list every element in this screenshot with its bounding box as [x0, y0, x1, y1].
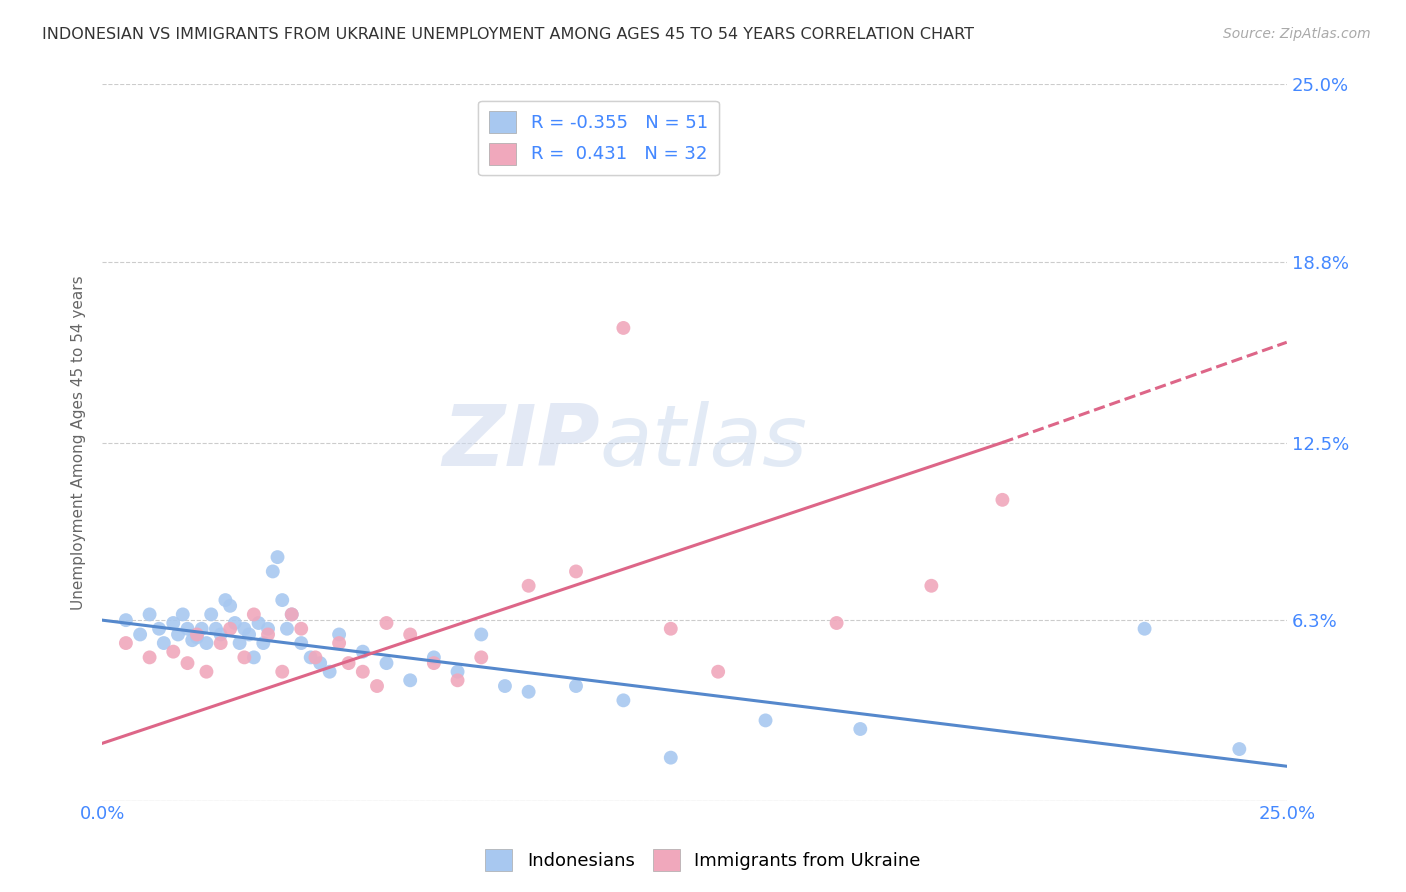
Point — [228, 636, 250, 650]
Point — [247, 615, 270, 630]
Point — [129, 627, 152, 641]
Point — [257, 627, 280, 641]
Point — [304, 650, 326, 665]
Legend: R = -0.355   N = 51, R =  0.431   N = 32: R = -0.355 N = 51, R = 0.431 N = 32 — [478, 101, 718, 176]
Point — [200, 607, 222, 622]
Text: INDONESIAN VS IMMIGRANTS FROM UKRAINE UNEMPLOYMENT AMONG AGES 45 TO 54 YEARS COR: INDONESIAN VS IMMIGRANTS FROM UKRAINE UN… — [42, 27, 974, 42]
Point — [352, 665, 374, 679]
Point — [243, 607, 266, 622]
Point — [195, 636, 218, 650]
Point — [176, 656, 198, 670]
Point — [366, 679, 388, 693]
Point — [290, 636, 312, 650]
Point — [399, 627, 422, 641]
Point — [517, 579, 540, 593]
Point — [446, 665, 468, 679]
Point — [190, 622, 212, 636]
Point — [209, 627, 232, 641]
Point — [181, 633, 204, 648]
Point — [299, 650, 322, 665]
Point — [153, 636, 176, 650]
Point — [138, 650, 160, 665]
Point — [176, 622, 198, 636]
Point — [1227, 742, 1250, 756]
Point — [138, 607, 160, 622]
Point — [754, 714, 776, 728]
Point — [375, 656, 398, 670]
Point — [262, 565, 284, 579]
Point — [233, 622, 256, 636]
Point — [375, 615, 398, 630]
Point — [612, 321, 634, 335]
Point — [252, 636, 274, 650]
Point — [238, 627, 260, 641]
Point — [195, 665, 218, 679]
Point — [309, 656, 332, 670]
Point — [271, 593, 294, 607]
Point — [565, 679, 588, 693]
Point — [205, 622, 228, 636]
Point — [276, 622, 298, 636]
Point — [423, 650, 446, 665]
Point — [115, 636, 138, 650]
Point — [186, 630, 208, 644]
Point — [233, 650, 256, 665]
Point — [352, 645, 374, 659]
Text: Source: ZipAtlas.com: Source: ZipAtlas.com — [1223, 27, 1371, 41]
Point — [612, 693, 634, 707]
Point — [280, 607, 302, 622]
Point — [167, 627, 190, 641]
Point — [825, 615, 848, 630]
Point — [219, 622, 242, 636]
Point — [186, 627, 208, 641]
Point — [243, 650, 266, 665]
Point — [991, 492, 1014, 507]
Point — [920, 579, 942, 593]
Point — [290, 622, 312, 636]
Point — [318, 665, 340, 679]
Point — [659, 750, 682, 764]
Point — [517, 685, 540, 699]
Point — [224, 615, 246, 630]
Point — [266, 550, 288, 565]
Point — [565, 565, 588, 579]
Point — [115, 613, 138, 627]
Point — [328, 627, 350, 641]
Point — [470, 627, 492, 641]
Point — [214, 593, 236, 607]
Point — [280, 607, 302, 622]
Point — [707, 665, 730, 679]
Point — [257, 622, 280, 636]
Y-axis label: Unemployment Among Ages 45 to 54 years: Unemployment Among Ages 45 to 54 years — [72, 276, 86, 610]
Point — [162, 645, 184, 659]
Point — [1133, 622, 1156, 636]
Point — [849, 722, 872, 736]
Point — [328, 636, 350, 650]
Point — [337, 656, 360, 670]
Point — [271, 665, 294, 679]
Point — [423, 656, 446, 670]
Point — [494, 679, 516, 693]
Text: ZIP: ZIP — [441, 401, 600, 484]
Point — [659, 622, 682, 636]
Point — [446, 673, 468, 688]
Point — [172, 607, 194, 622]
Text: atlas: atlas — [600, 401, 807, 484]
Point — [209, 636, 232, 650]
Point — [399, 673, 422, 688]
Point — [219, 599, 242, 613]
Legend: Indonesians, Immigrants from Ukraine: Indonesians, Immigrants from Ukraine — [478, 842, 928, 879]
Point — [162, 615, 184, 630]
Point — [470, 650, 492, 665]
Point — [148, 622, 170, 636]
